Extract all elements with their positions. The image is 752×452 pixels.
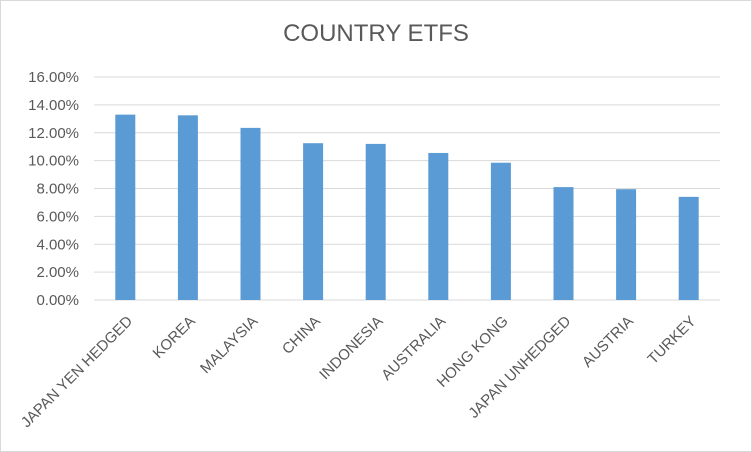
x-category-label: AUSTRIA — [579, 313, 637, 371]
bar — [616, 189, 637, 300]
y-tick-label: 6.00% — [36, 208, 79, 225]
x-category-label: INDONESIA — [316, 313, 386, 383]
x-category-label: TURKEY — [644, 313, 699, 368]
gridlines — [94, 76, 720, 301]
x-category-label: CHINA — [279, 313, 324, 358]
bar — [553, 187, 574, 300]
x-category-label: JAPAN YEN HEDGED — [18, 313, 136, 431]
x-category-label: MALAYSIA — [197, 313, 261, 377]
bar — [428, 152, 449, 300]
bar — [490, 162, 511, 300]
bar — [678, 196, 699, 300]
y-tick-label: 0.00% — [36, 292, 79, 309]
y-axis-tick-labels: 0.00% 2.00% 4.00% 6.00% 8.00% 10.00% 12.00% 14.… — [28, 69, 79, 309]
x-category-label: JAPAN UNHEDGED — [465, 313, 574, 422]
y-tick-label: 12.00% — [28, 125, 79, 142]
x-category-label: KOREA — [150, 313, 199, 362]
y-tick-label: 4.00% — [36, 236, 79, 253]
y-tick-label: 2.00% — [36, 264, 79, 281]
y-tick-label: 8.00% — [36, 181, 79, 198]
chart-title: COUNTRY ETFS — [283, 20, 469, 47]
bar — [303, 143, 324, 300]
y-tick-label: 14.00% — [28, 97, 79, 114]
bar — [177, 115, 198, 300]
y-tick-label: 16.00% — [28, 69, 79, 86]
bar — [365, 143, 386, 300]
bar — [240, 127, 261, 300]
bar — [115, 114, 136, 300]
bars — [115, 114, 699, 300]
y-tick-label: 10.00% — [28, 153, 79, 170]
